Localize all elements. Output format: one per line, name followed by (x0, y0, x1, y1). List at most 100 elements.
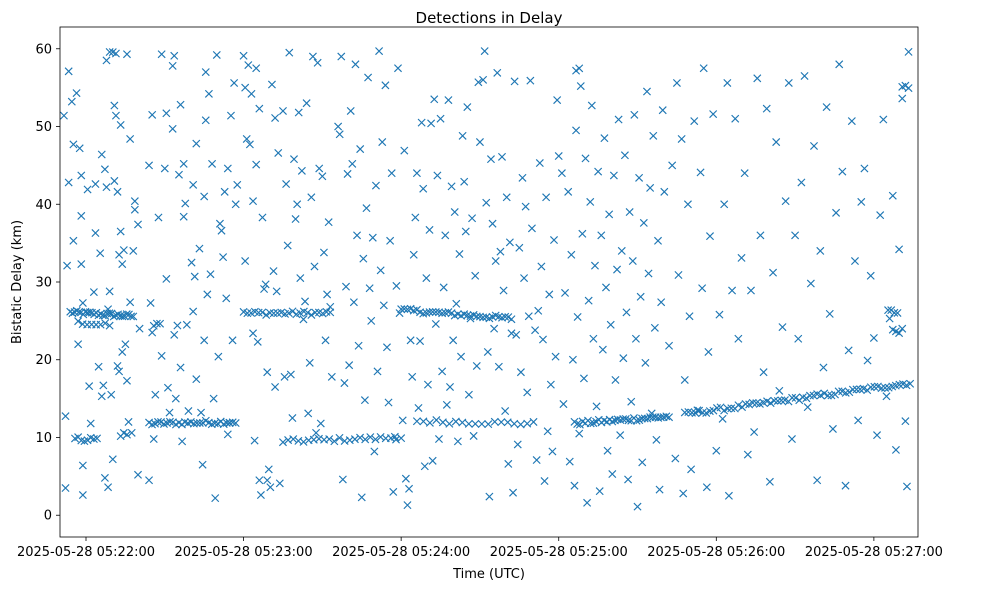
data-point (433, 171, 442, 180)
data-point (496, 247, 505, 256)
data-point (471, 419, 480, 428)
data-point (275, 479, 284, 488)
data-point (327, 372, 336, 381)
data-point (638, 458, 647, 467)
data-point (431, 319, 440, 328)
data-point (220, 187, 229, 196)
data-point (212, 50, 221, 59)
data-point (78, 461, 87, 470)
data-point (330, 437, 339, 446)
data-point (252, 64, 261, 73)
data-point (387, 169, 396, 178)
data-point (619, 354, 628, 363)
data-point (338, 475, 347, 484)
data-point (129, 246, 138, 255)
data-point (715, 310, 724, 319)
data-point (78, 491, 87, 500)
data-point (441, 231, 450, 240)
data-point (419, 417, 428, 426)
data-point (118, 347, 127, 356)
data-point (572, 126, 581, 135)
data-point (652, 435, 661, 444)
data-point (412, 417, 421, 426)
data-point (214, 352, 223, 361)
y-tick-label: 50 (35, 120, 52, 135)
data-point (677, 134, 686, 143)
data-point (127, 428, 136, 437)
data-point (529, 417, 538, 426)
data-point (285, 48, 294, 57)
data-point (852, 385, 861, 394)
data-point (873, 431, 882, 440)
data-point (791, 393, 800, 402)
data-point (345, 361, 354, 370)
data-point (475, 312, 484, 321)
data-point (430, 95, 439, 104)
data-point (373, 367, 382, 376)
data-point (351, 60, 360, 69)
data-point (617, 246, 626, 255)
data-point (447, 182, 456, 191)
data-point (611, 375, 620, 384)
data-point (841, 481, 850, 490)
data-point (99, 381, 108, 390)
data-point (845, 388, 854, 397)
x-tick-label: 2025-05-28 05:22:00 (17, 545, 155, 560)
data-point (696, 168, 705, 177)
data-point (263, 476, 272, 485)
data-point (491, 257, 500, 266)
data-point (350, 435, 359, 444)
data-point (255, 104, 264, 113)
data-point (353, 231, 362, 240)
data-point (499, 286, 508, 295)
data-point (165, 408, 174, 417)
data-point (261, 280, 270, 289)
data-point (386, 236, 395, 245)
data-point (809, 141, 819, 150)
data-point (784, 78, 793, 87)
data-point (542, 193, 551, 202)
data-point (527, 224, 536, 233)
data-point (587, 101, 596, 110)
data-point (731, 114, 740, 123)
data-point (579, 374, 588, 383)
data-point (422, 308, 431, 317)
data-point (365, 284, 374, 293)
data-point (636, 292, 645, 301)
data-point (882, 392, 891, 401)
data-point (403, 305, 412, 314)
data-point (746, 286, 755, 295)
data-point (431, 307, 440, 316)
data-point (603, 446, 612, 455)
data-point (291, 215, 300, 224)
data-point (77, 211, 86, 220)
data-point (699, 64, 708, 73)
data-point (515, 243, 524, 252)
data-point (360, 396, 369, 405)
data-point (510, 419, 519, 428)
data-point (698, 408, 707, 417)
data-point (857, 197, 866, 206)
data-point (526, 76, 535, 85)
data-point (190, 272, 199, 281)
y-axis-label: Bistatic Delay (km) (10, 220, 25, 344)
data-point (335, 433, 344, 442)
data-point (105, 47, 114, 57)
data-point (85, 308, 94, 317)
data-point (83, 185, 92, 194)
data-point (129, 312, 138, 321)
data-point (854, 416, 863, 425)
data-point (472, 361, 481, 370)
data-point (650, 323, 659, 332)
data-point (403, 501, 412, 510)
data-point (665, 413, 674, 422)
data-point (74, 308, 83, 317)
data-point (379, 301, 388, 310)
data-point (759, 368, 768, 377)
x-tick-label: 2025-05-28 05:26:00 (647, 545, 785, 560)
data-point (230, 78, 239, 87)
data-point (241, 257, 250, 266)
data-point (378, 138, 387, 147)
data-point (159, 419, 168, 428)
data-point (483, 347, 492, 356)
